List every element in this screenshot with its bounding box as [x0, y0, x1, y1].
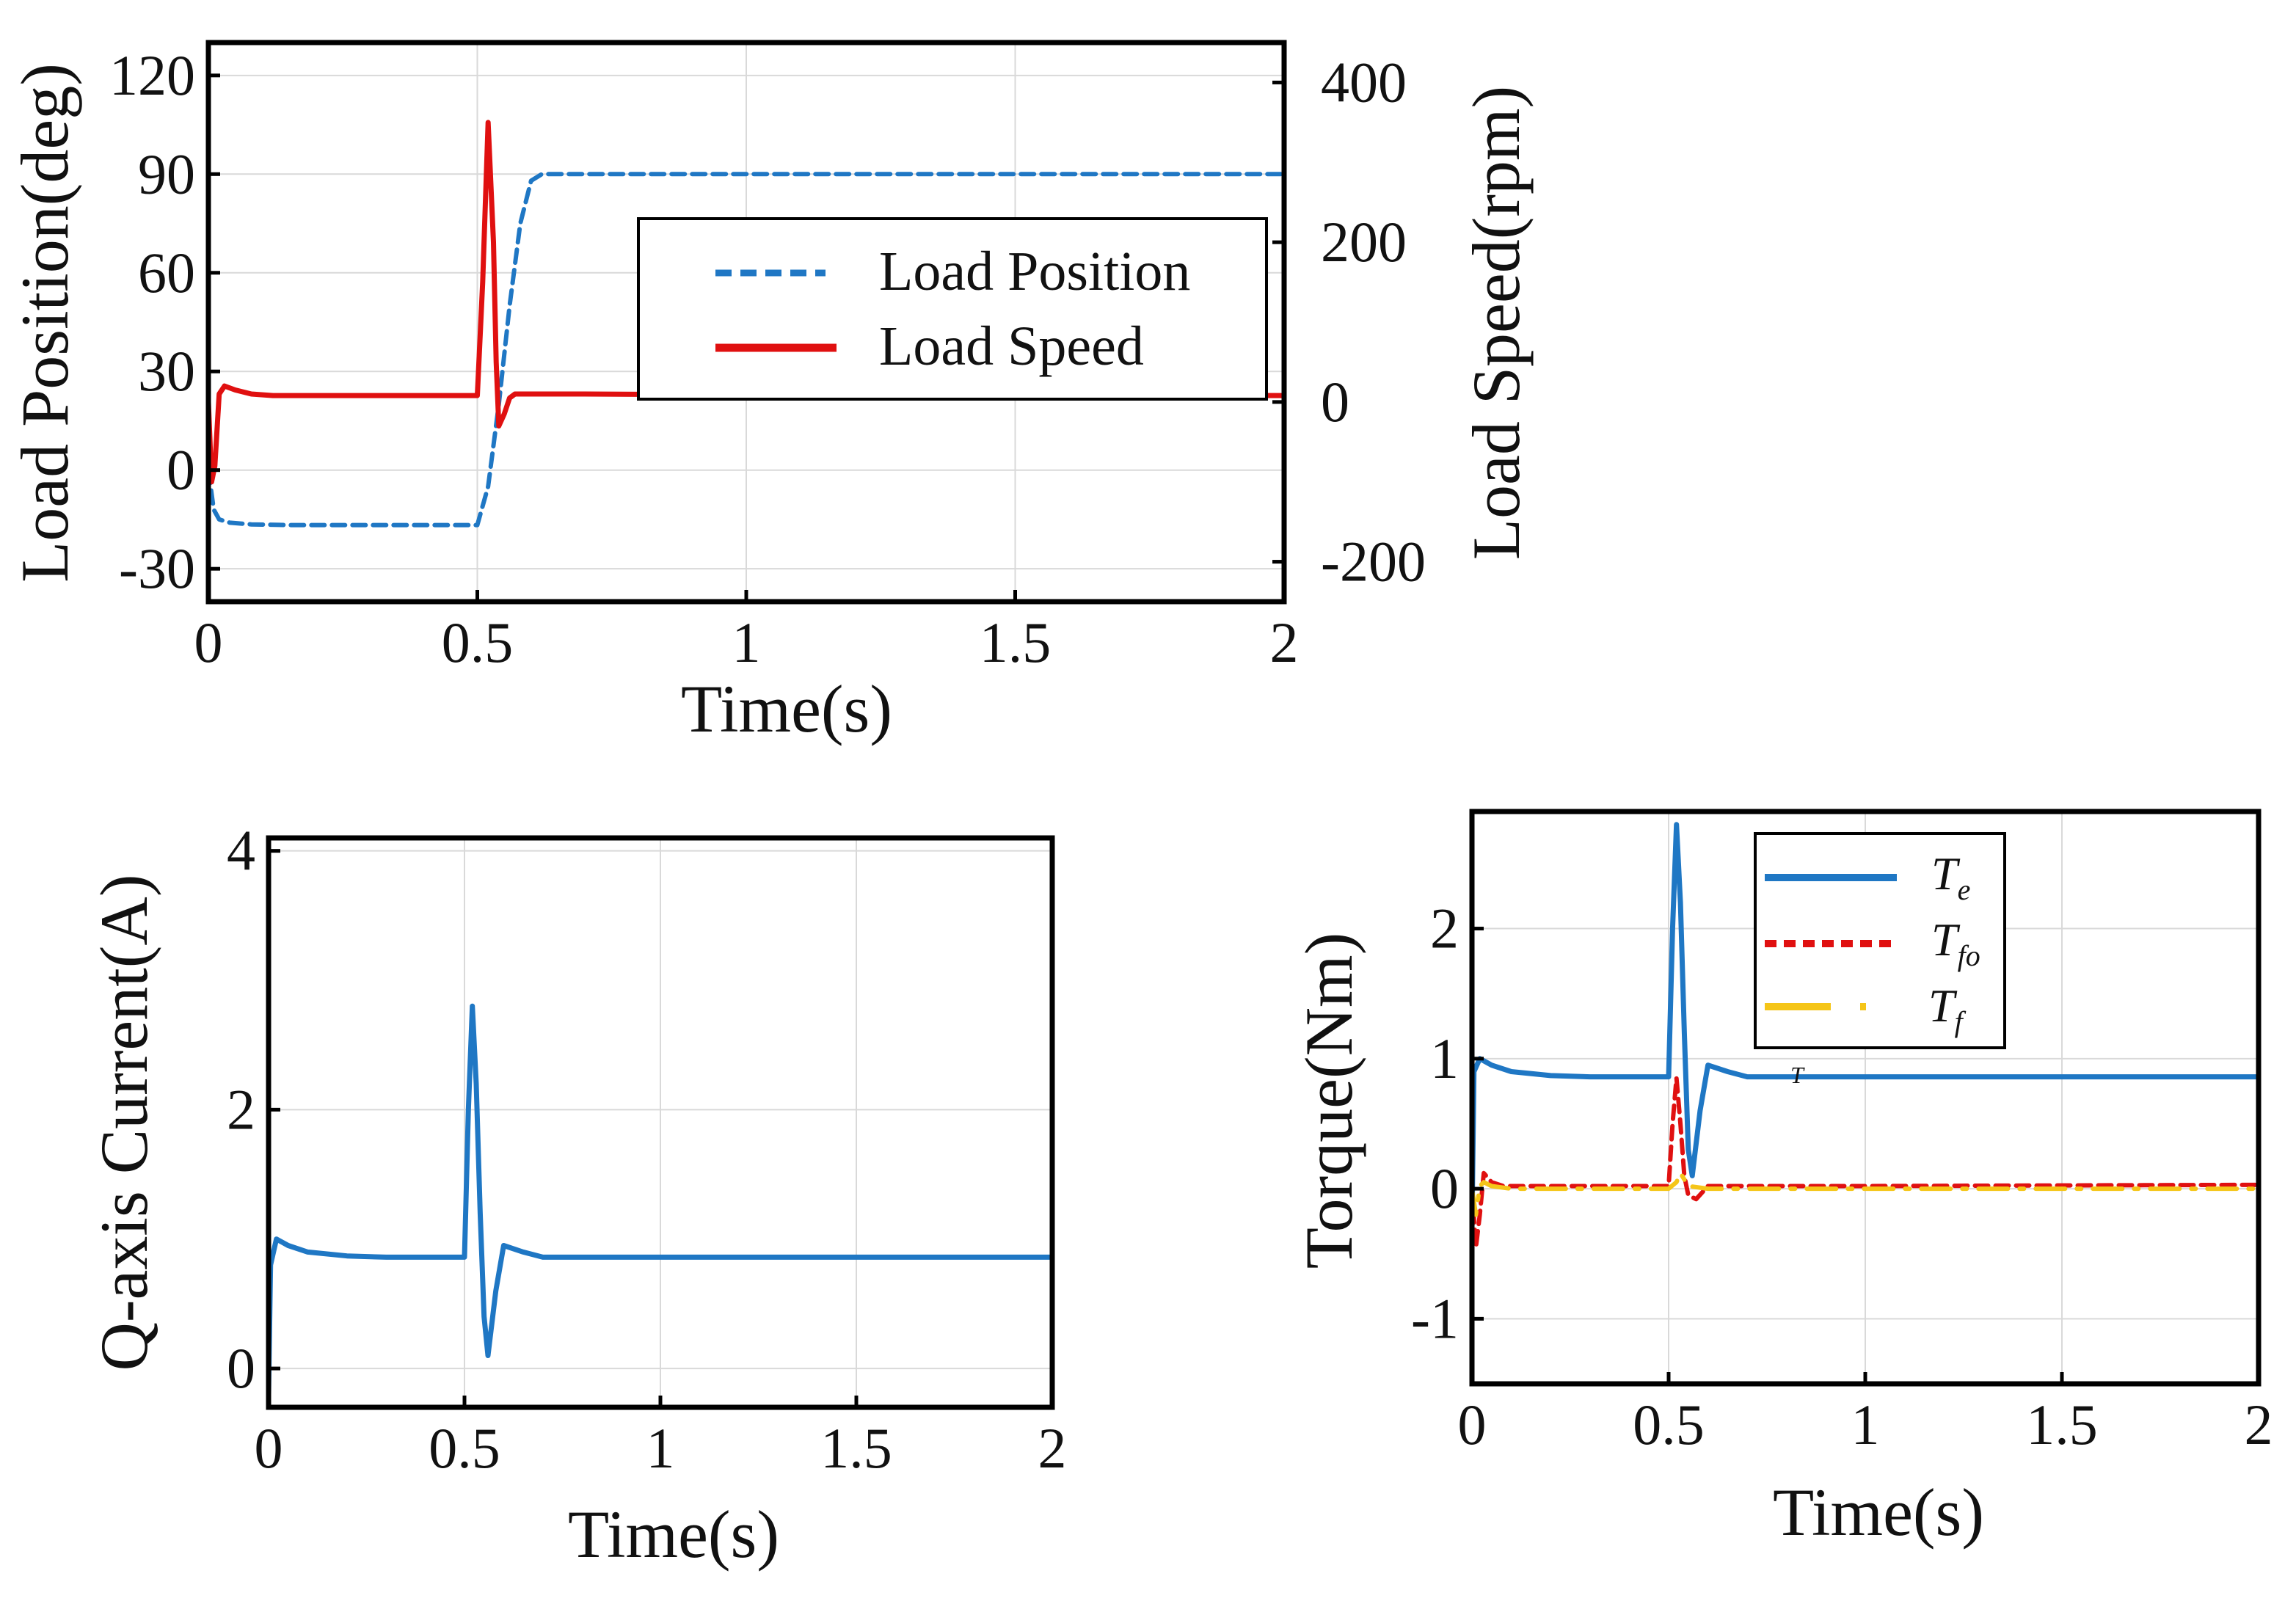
position-speed-ytick-label: 0: [167, 438, 195, 502]
legend-load-speed-label: Load Speed: [879, 316, 1144, 377]
legend-tf-symbol: T: [1928, 980, 1958, 1032]
torque-ytick-label: 1: [1430, 1026, 1459, 1090]
q-current-xtick-label: 2: [1038, 1416, 1067, 1480]
position-speed-ytick-label: 30: [138, 339, 195, 403]
torque-ytick-label: 0: [1430, 1156, 1459, 1220]
q-current-xtick-label: 0: [255, 1416, 283, 1480]
torque-xtick-label: 0: [1458, 1393, 1487, 1456]
torque-series-tfo: [1470, 1076, 2261, 1250]
q-current-ylabel: Q-axis Current(A): [87, 874, 161, 1371]
position-speed-xtick-label: 0.5: [442, 610, 514, 674]
legend-te-symbol: T: [1931, 847, 1961, 900]
torque-ytick-label: 2: [1430, 897, 1459, 960]
torque-ytick-label: -1: [1411, 1286, 1459, 1350]
torque-xlabel: Time(s): [1773, 1475, 1984, 1550]
position-speed-xtick-label: 1: [732, 610, 761, 674]
torque-xtick-label: 2: [2245, 1393, 2273, 1456]
position-speed-y2tick-label: 200: [1321, 210, 1407, 274]
torque-legend: Te Tfo Tf: [1754, 832, 2006, 1049]
q-current-ytick-label: 2: [227, 1077, 255, 1141]
position-speed-legend-box: [637, 217, 1268, 401]
position-speed-y2label: Load Speed(rpm): [1459, 86, 1534, 560]
position-speed-ytick-label: 90: [138, 142, 195, 205]
legend-tfo-symbol: T: [1931, 913, 1961, 966]
torque-chart: 0 0.5 1 1.5 2 -1 0 1 2 Time(s) Torque(Nm) T Te T…: [1291, 809, 2273, 1550]
torque-annotation: T: [1790, 1062, 1805, 1088]
position-speed-series-load-position: [206, 172, 1286, 528]
torque-series-tf: [1470, 1170, 2261, 1217]
q-current-series-q-axis-current: [266, 1003, 1055, 1397]
torque-xtick-label: 1.5: [2026, 1393, 2098, 1456]
torque-xtick-label: 0.5: [1633, 1393, 1705, 1456]
position-speed-xtick-label: 1.5: [980, 610, 1052, 674]
position-speed-xtick-label: 2: [1270, 610, 1299, 674]
q-current-ytick-label: 4: [227, 819, 255, 883]
position-speed-ylabel: Load Position(deg): [7, 63, 82, 583]
q-current-xtick-label: 0.5: [429, 1416, 500, 1480]
position-speed-y2tick-label: 0: [1321, 370, 1349, 434]
q-current-xtick-label: 1: [646, 1416, 675, 1480]
legend-te-subscript: e: [1958, 873, 1971, 906]
position-speed-xtick-label: 0: [194, 610, 223, 674]
torque-xtick-label: 1: [1851, 1393, 1880, 1456]
legend-tfo-subscript: fo: [1958, 939, 1980, 972]
legend-tfo-label: Tfo: [1931, 913, 1980, 972]
position-speed-y2tick-label: -200: [1321, 530, 1426, 594]
q-current-chart: 0 0.5 1 1.5 2 0 2 4 Time(s) Q-axis Current(A): [87, 819, 1067, 1572]
legend-te-label: Te: [1931, 847, 1970, 906]
q-current-xlabel: Time(s): [568, 1497, 779, 1572]
torque-series-te: [1469, 822, 2262, 1230]
position-speed-series-load-speed: [205, 120, 1287, 485]
position-speed-xlabel: Time(s): [681, 671, 892, 746]
position-speed-ytick-label: 120: [109, 43, 195, 107]
position-speed-ytick-label: -30: [119, 536, 195, 600]
position-speed-ytick-label: 60: [138, 241, 195, 304]
q-current-xtick-label: 1.5: [820, 1416, 892, 1480]
position-speed-legend: Load Position Load Speed: [637, 217, 1268, 401]
position-speed-y2tick-label: 400: [1321, 50, 1407, 114]
torque-ylabel: Torque(Nm): [1291, 933, 1366, 1269]
position-speed-chart: 0 0.5 1 1.5 2 -30 0 30 60 90 120 -200 0 200 400 Time(s…: [7, 40, 1534, 746]
legend-load-position-label: Load Position: [879, 241, 1190, 302]
q-current-ytick-label: 0: [227, 1336, 255, 1400]
